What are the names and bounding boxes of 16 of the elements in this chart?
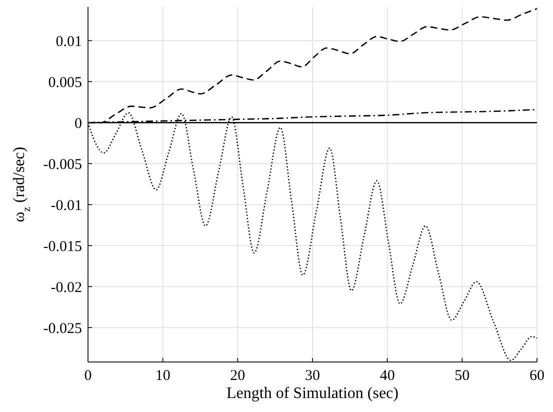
y-tick-label: 0 (74, 116, 82, 132)
y-tick-label: -0.005 (43, 156, 82, 173)
y-tick-label: -0.01 (50, 198, 82, 214)
y-tick-label: -0.02 (50, 280, 82, 296)
x-tick-label: 50 (454, 368, 470, 384)
y-tick-label: -0.025 (43, 320, 82, 337)
x-tick-label: 20 (230, 368, 246, 384)
y-tick-label: -0.015 (43, 238, 82, 255)
y-tick-label: 0.01 (56, 34, 82, 50)
y-tick-label: 0.005 (48, 74, 82, 91)
x-axis-title: Length of Simulation (sec) (226, 385, 398, 402)
x-tick-label: 0 (84, 368, 92, 384)
x-tick-label: 60 (530, 368, 544, 384)
x-tick-label: 40 (380, 368, 395, 384)
x-tick-label: 10 (155, 368, 170, 384)
x-tick-label: 30 (305, 368, 320, 384)
